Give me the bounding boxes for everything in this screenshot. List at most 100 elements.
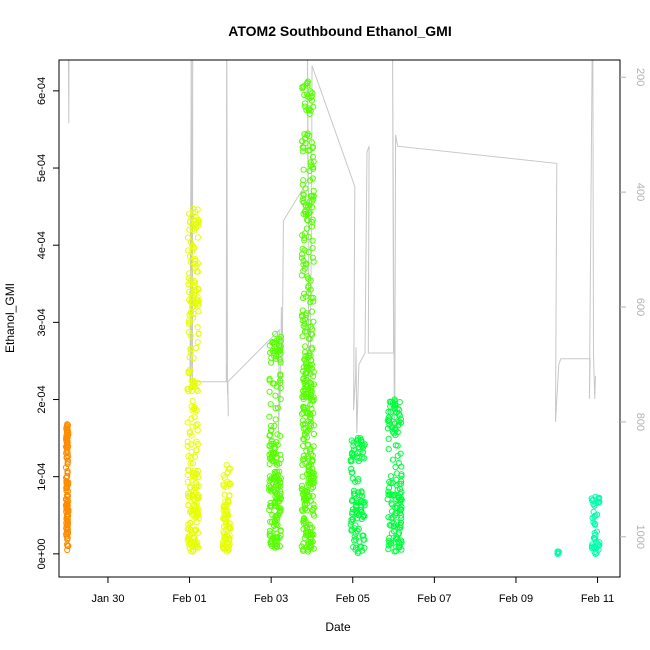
data-point (188, 415, 195, 422)
data-point (299, 251, 306, 258)
data-point (272, 416, 279, 423)
data-point (189, 248, 196, 255)
y-tick-label: 4e-04 (36, 231, 48, 259)
data-point (593, 549, 600, 557)
data-point (274, 521, 281, 529)
data-point (310, 165, 317, 172)
data-point (302, 139, 309, 147)
data-point (187, 258, 194, 266)
data-point (299, 333, 306, 340)
data-point (63, 432, 70, 439)
data-point (267, 518, 274, 525)
data-point (191, 484, 198, 492)
data-point (300, 166, 307, 173)
data-point (388, 508, 396, 515)
data-point (189, 304, 196, 311)
data-point (271, 468, 278, 476)
data-point (267, 541, 274, 548)
data-point (348, 526, 355, 533)
data-point (352, 522, 359, 529)
data-point (63, 492, 71, 499)
data-point (194, 509, 201, 516)
data-point (303, 363, 310, 370)
data-point (554, 550, 561, 558)
data-point (357, 435, 364, 442)
data-point (186, 311, 193, 318)
data-point (274, 404, 281, 411)
data-point (303, 369, 310, 377)
data-point (277, 333, 285, 340)
data-point (185, 275, 192, 282)
data-point (226, 520, 233, 527)
data-point (396, 543, 403, 551)
data-point (384, 425, 391, 432)
data-point (192, 453, 199, 460)
data-point (188, 510, 195, 518)
data-point (355, 458, 362, 465)
data-point (308, 394, 315, 401)
data-point (298, 482, 306, 489)
data-point (266, 527, 273, 534)
data-point (306, 132, 313, 140)
data-point (354, 435, 361, 442)
data-point (272, 330, 279, 337)
data-point (349, 469, 356, 476)
data-point (185, 453, 192, 460)
data-point (300, 199, 307, 206)
data-point (391, 548, 398, 555)
data-point (396, 539, 403, 547)
data-point (186, 288, 193, 295)
data-point (391, 420, 399, 427)
data-point (191, 281, 198, 288)
data-point (189, 460, 197, 467)
data-point (272, 405, 279, 412)
data-point (298, 254, 305, 261)
data-point (274, 431, 281, 438)
data-point (351, 537, 358, 544)
data-point (302, 103, 309, 110)
data-point (391, 396, 398, 403)
data-point (301, 237, 308, 244)
data-point (195, 330, 202, 337)
data-point (187, 349, 194, 356)
x-tick-label: Feb 11 (581, 593, 614, 605)
data-point (194, 544, 201, 551)
y-right-tick-label: 400 (634, 183, 646, 201)
data-point (310, 368, 317, 375)
data-point (303, 216, 311, 223)
data-point (298, 543, 305, 550)
data-point (307, 391, 315, 398)
data-point (301, 356, 308, 363)
data-point (299, 473, 306, 480)
data-point (398, 488, 405, 496)
data-point (64, 443, 72, 450)
data-point (351, 533, 358, 540)
data-point (305, 467, 312, 474)
data-point (309, 237, 316, 244)
data-point (194, 298, 201, 305)
data-point (221, 533, 228, 540)
data-point (221, 474, 228, 482)
data-point (352, 536, 359, 543)
data-point (300, 387, 307, 395)
data-point (273, 337, 280, 344)
data-point (392, 442, 399, 449)
data-point (300, 364, 307, 371)
data-point (358, 515, 365, 523)
data-point (276, 460, 283, 467)
data-point (268, 441, 275, 448)
data-point (192, 217, 199, 224)
data-point (271, 422, 278, 429)
data-point (310, 318, 317, 325)
data-point (194, 234, 201, 241)
data-point (308, 381, 315, 388)
data-point (189, 242, 196, 249)
data-point (300, 490, 307, 498)
data-point (299, 144, 306, 151)
data-point (187, 346, 194, 353)
data-point (300, 191, 307, 198)
data-point (268, 455, 275, 462)
data-point (223, 462, 230, 469)
data-point (272, 544, 279, 551)
data-point (190, 469, 197, 476)
